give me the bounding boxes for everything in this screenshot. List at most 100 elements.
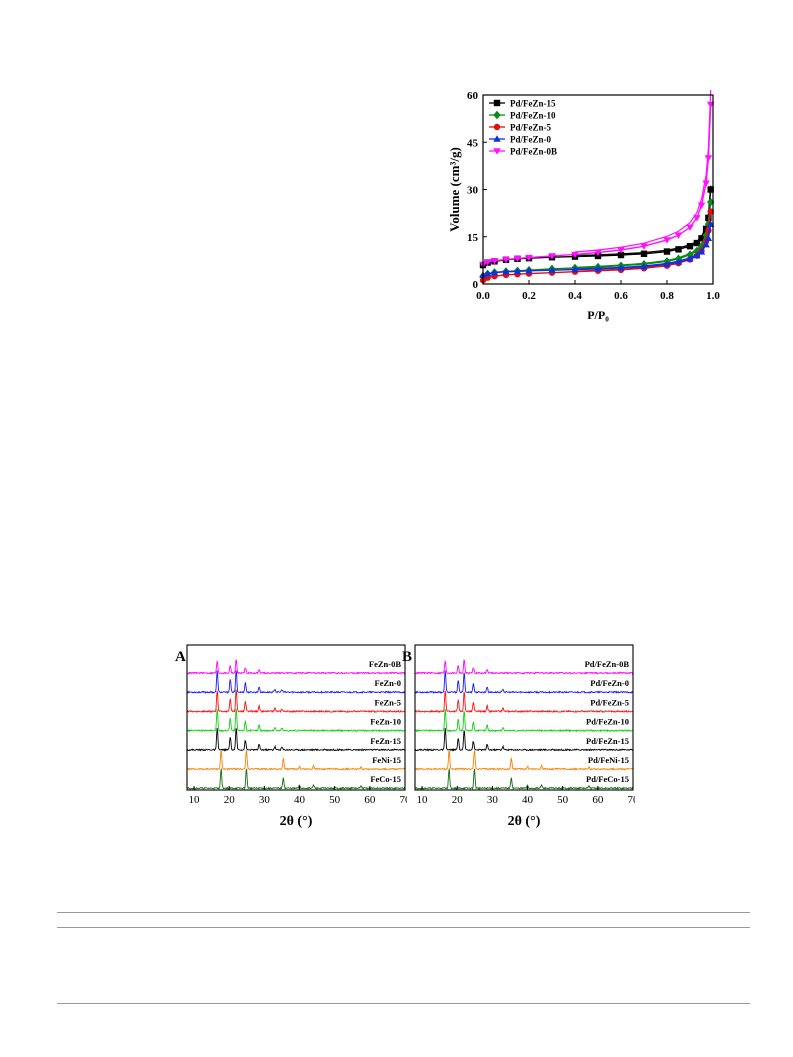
data-point [525,254,533,262]
series-line-pd-fezn-5 [414,690,633,714]
data-point [594,249,602,257]
legend-marker [493,99,501,107]
series-line-pd-fezn-0 [414,670,633,694]
x-tick-label: 20 [452,794,464,806]
x-tick-label: 0.2 [522,290,536,302]
data-point [502,256,510,264]
series-pd-feni-15: Pd/FeNi-15 [414,750,634,771]
x-tick-label: 60 [592,794,604,806]
data-point [617,251,625,259]
x-tick-label: 0.8 [660,290,674,302]
data-point [483,259,492,266]
data-point [663,237,671,244]
series-line-feni-15 [186,750,406,771]
series-line-pd-fezn-10 [414,709,633,733]
data-point [663,260,671,267]
x-tick-label: 0.4 [568,290,582,302]
x-tick-label: 10 [189,794,201,806]
series-label: Pd/FeNi-15 [588,755,629,765]
x-tick-label: 70 [400,794,408,806]
series-feni-15: FeNi-15 [186,750,406,771]
series-label: FeZn-15 [370,736,401,746]
data-point [513,267,522,275]
series-pd-fezn-0 [479,220,715,278]
series-label: FeZn-10 [370,717,401,727]
isotherm-chart: 0.0 0.2 0.4 0.6 0.8 1.0 0 15 30 45 60 P/P₀ Volume (c… [447,90,720,322]
data-point [594,265,602,272]
legend-label: Pd/FeZn-15 [510,99,556,109]
x-tick-label: 50 [329,794,341,806]
legend-marker [493,148,501,155]
data-point [697,248,706,255]
series-line-pd-feni-15 [414,750,634,771]
series-label: FeZn-0B [369,659,401,669]
legend-label: Pd/FeZn-5 [510,123,552,133]
series-label: Pd/FeZn-0 [590,678,629,688]
x-axis-label: P/P₀ [587,308,609,322]
y-tick-label: 15 [467,232,479,244]
series-fezn-5: FeZn-5 [186,689,405,714]
panel-label: B [402,649,412,665]
legend-marker [493,123,501,131]
data-point [697,202,706,209]
plot-frame [186,644,406,791]
data-point [702,230,710,240]
series-pd-fezn-0b: Pd/FeZn-0B [414,659,634,675]
data-point [571,251,579,259]
x-tick-label: 1.0 [706,290,720,302]
data-point [693,251,701,259]
series-label: Pd/FeCo-15 [586,774,629,784]
data-point [490,268,499,276]
data-point [548,266,556,273]
series-label: FeCo-15 [370,774,401,784]
series-pd-fezn-10: Pd/FeZn-10 [414,709,633,733]
data-point [693,215,701,222]
data-point [617,264,625,271]
data-point [571,265,579,273]
series-line-fezn-0b [186,659,406,675]
data-point [686,243,694,250]
series-label: Pd/FeZn-0B [585,659,630,669]
x-tick-label: 50 [557,794,569,806]
series-pd-fezn-15: Pd/FeZn-15 [415,728,633,752]
legend-label: Pd/FeZn-10 [510,111,556,121]
x-tick-label: 70 [628,794,636,806]
series-pd-feco-15: Pd/FeCo-15 [414,768,634,790]
data-point [548,253,556,260]
series-line-feco-15 [186,768,406,790]
series-line-fezn-0 [186,670,405,694]
data-point [490,257,499,265]
data-point [702,240,710,248]
series-label: Pd/FeZn-10 [586,717,629,727]
series-line-pd-fezn-15 [415,728,633,752]
series-fezn-15: FeZn-15 [187,728,405,752]
data-point [617,247,625,254]
data-point [483,269,492,277]
x-tick-label: 30 [259,794,271,806]
x-tick-label: 40 [294,794,306,806]
table-bottom-rule [57,1003,750,1004]
series-label: Pd/FeZn-5 [590,697,629,707]
x-axis-label: 2θ (°) [508,814,541,829]
table-top-rule [57,912,750,913]
data-point [693,239,701,247]
xrd-panel-a: FeZn-0B FeZn-0 FeZn-5 FeZn-10 FeZn-15 FeNi-15… [175,644,408,829]
data-point [686,255,694,262]
series-fezn-10: FeZn-10 [186,708,405,733]
plot-frame [414,644,634,791]
y-tick-label: 60 [467,90,479,102]
data-point [640,243,648,250]
data-point [698,235,705,242]
series-label: FeNi-15 [372,755,401,765]
series-line-fezn-10 [186,708,405,733]
data-point [686,250,694,259]
series-label: Pd/FeZn-15 [586,736,629,746]
series-fezn-0b: FeZn-0B [186,659,406,675]
y-tick-label: 0 [473,279,479,291]
series-line-pd-fezn-0b [414,659,634,675]
series-feco-15: FeCo-15 [186,768,406,790]
y-axis-label: Volume (cm³/g) [447,147,462,232]
x-tick-label: 0.6 [614,290,628,302]
series-label: FeZn-0 [375,678,401,688]
x-tick-label: 60 [364,794,376,806]
